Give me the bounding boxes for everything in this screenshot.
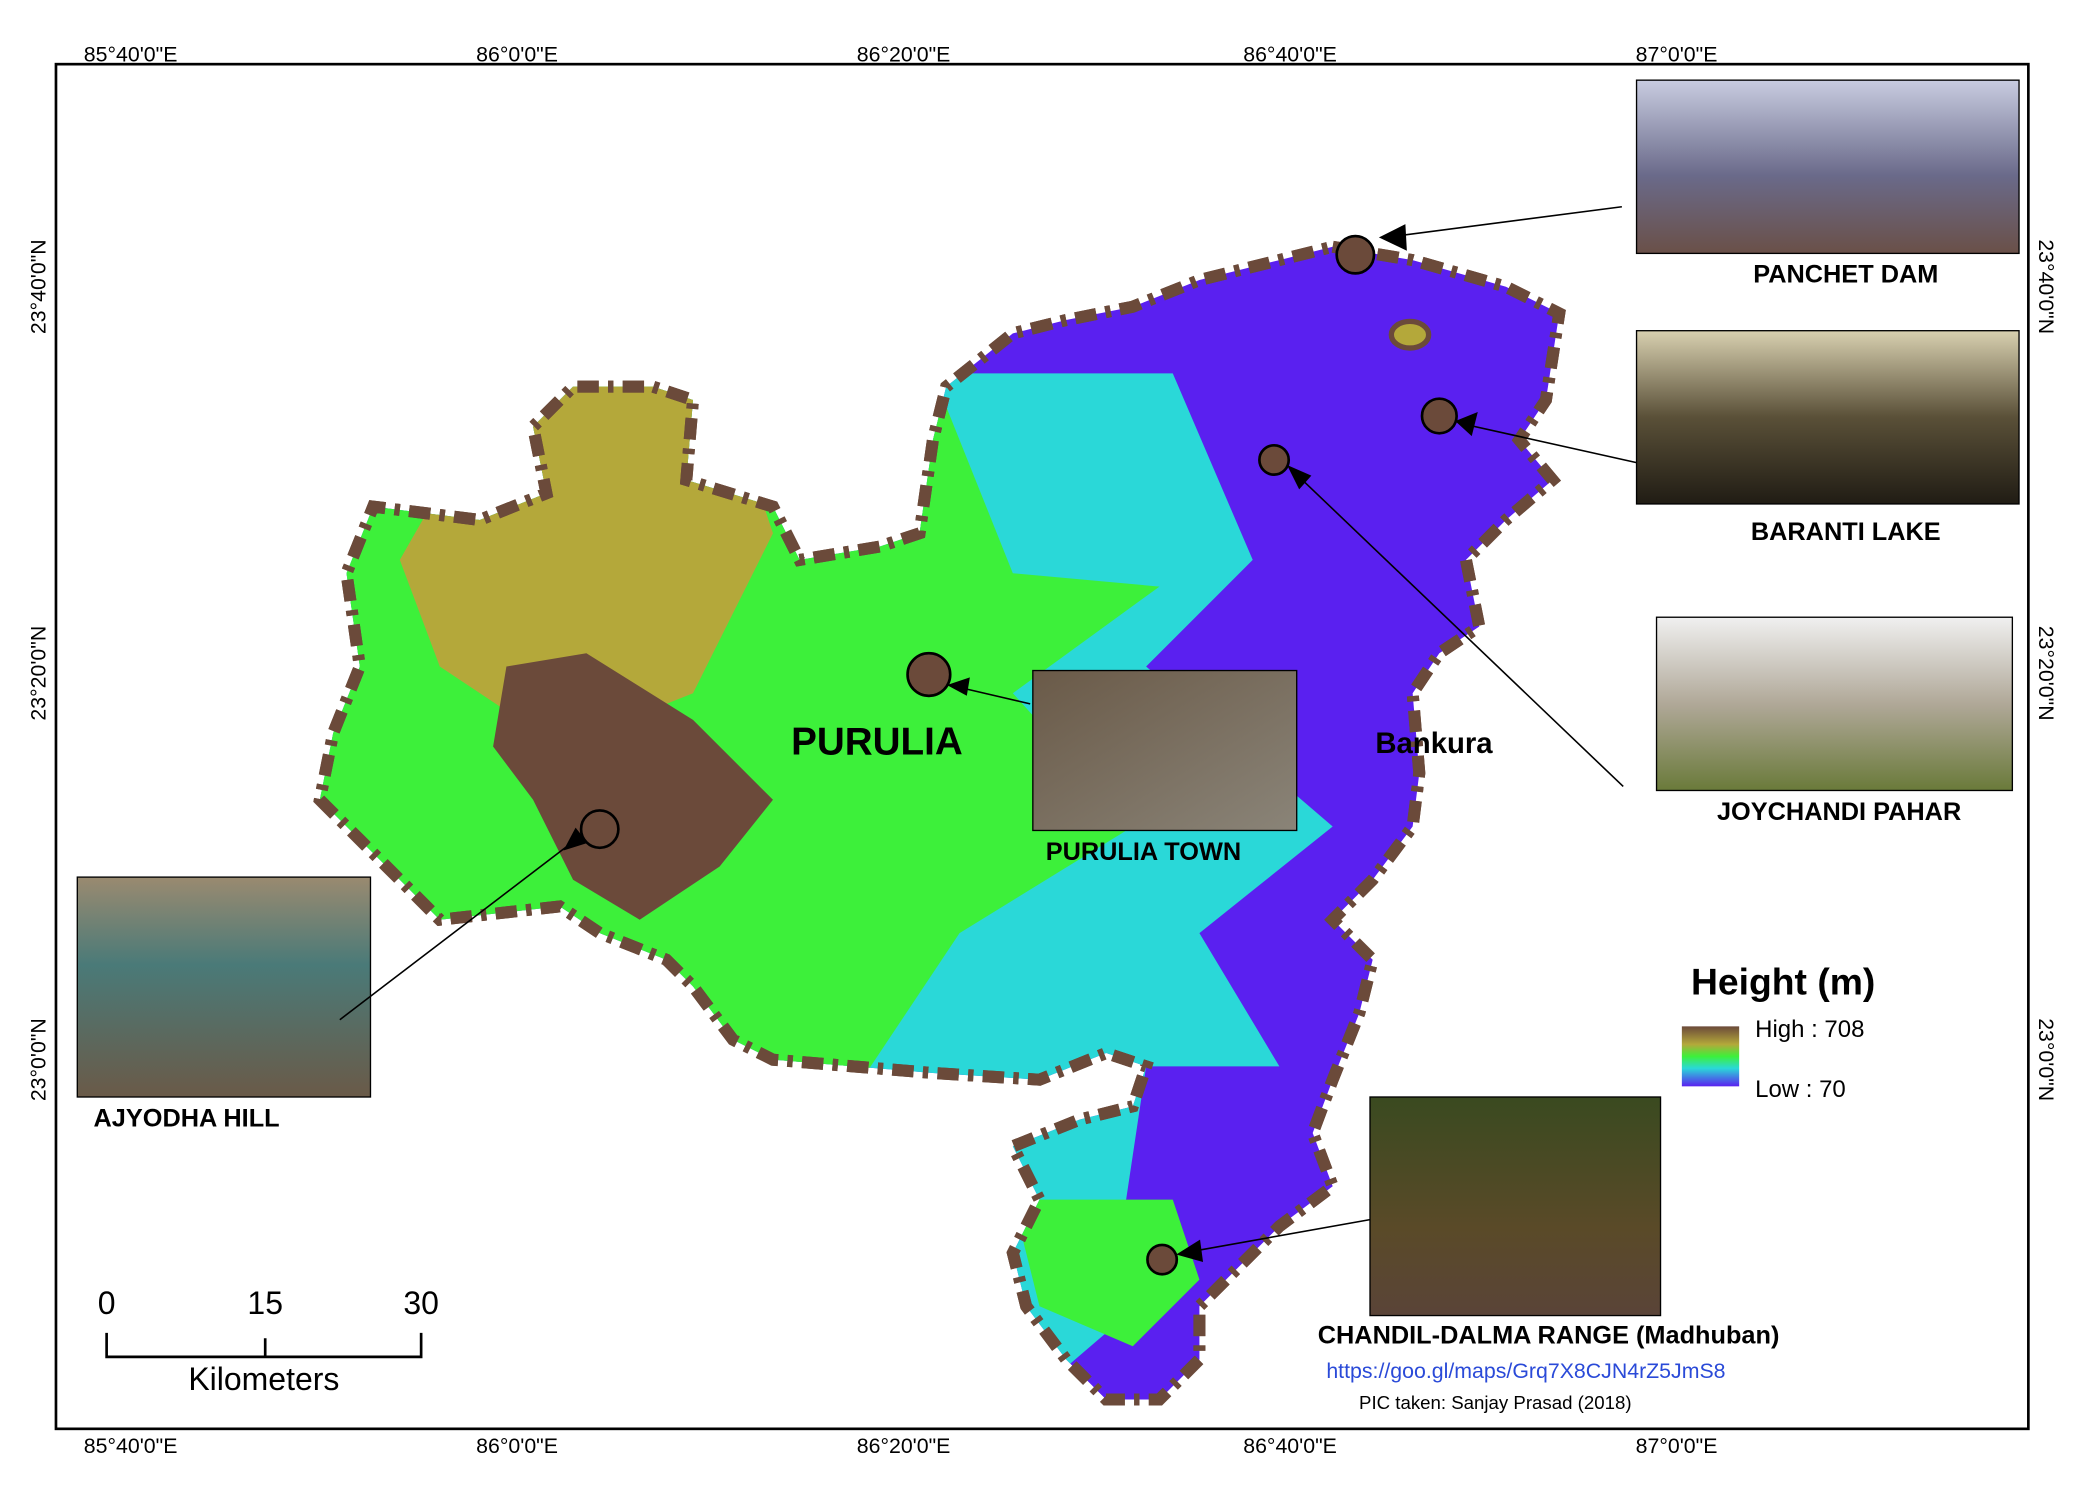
legend-title: Height (m) bbox=[1691, 960, 1875, 1002]
graticule-labels: 85°40'0"E 86°0'0"E 86°20'0"E 86°40'0"E 8… bbox=[26, 42, 2058, 1457]
map-link[interactable]: https://goo.gl/maps/Grq7X8CJN4rZ5JmS8 bbox=[1326, 1359, 1725, 1383]
scale-bar: 0 15 30 Kilometers bbox=[98, 1285, 439, 1397]
lon-label: 86°20'0"E bbox=[857, 1434, 951, 1458]
lat-label: 23°20'0"N bbox=[26, 626, 50, 721]
scale-tick-label: 15 bbox=[247, 1285, 283, 1321]
lon-label: 85°40'0"E bbox=[84, 1434, 178, 1458]
photo-caption: BARANTI LAKE bbox=[1751, 518, 1941, 546]
legend-high: High : 708 bbox=[1755, 1016, 1864, 1043]
lat-label: 23°0'0"N bbox=[26, 1018, 50, 1101]
lon-label: 86°40'0"E bbox=[1243, 42, 1337, 66]
scale-tick-label: 0 bbox=[98, 1285, 116, 1321]
lon-label: 86°20'0"E bbox=[857, 42, 951, 66]
photo-caption: CHANDIL-DALMA RANGE (Madhuban) bbox=[1318, 1322, 1780, 1350]
lon-label: 87°0'0"E bbox=[1636, 1434, 1718, 1458]
photo-caption: PURULIA TOWN bbox=[1046, 838, 1241, 866]
legend-low: Low : 70 bbox=[1755, 1076, 1846, 1103]
site-markers bbox=[579, 234, 1458, 1276]
photos bbox=[76, 79, 2020, 1317]
photo-caption: PANCHET DAM bbox=[1753, 261, 1938, 289]
lon-label: 86°0'0"E bbox=[476, 42, 558, 66]
lat-label: 23°40'0"N bbox=[26, 239, 50, 334]
district-label: PURULIA bbox=[791, 720, 963, 763]
legend-ramp bbox=[1681, 1026, 1740, 1087]
credit: PIC taken: Sanjay Prasad (2018) bbox=[1359, 1392, 1632, 1413]
photo-caption: JOYCHANDI PAHAR bbox=[1717, 798, 1961, 826]
scale-unit: Kilometers bbox=[188, 1361, 339, 1397]
photo-caption: AJYODHA HILL bbox=[94, 1104, 280, 1132]
lon-label: 87°0'0"E bbox=[1636, 42, 1718, 66]
frame bbox=[54, 62, 2030, 1431]
lat-label: 23°40'0"N bbox=[2034, 239, 2058, 334]
leader-lines bbox=[339, 205, 1637, 1263]
lat-label: 23°20'0"N bbox=[2034, 626, 2058, 721]
lon-label: 86°40'0"E bbox=[1243, 1434, 1337, 1458]
lat-label: 23°0'0"N bbox=[2034, 1018, 2058, 1101]
scale-tick-label: 30 bbox=[403, 1285, 439, 1321]
lon-label: 86°0'0"E bbox=[476, 1434, 558, 1458]
neighbour-label: Bankura bbox=[1375, 727, 1493, 760]
legend: Height (m) High : 708 Low : 70 bbox=[1681, 960, 1875, 1103]
lon-label: 85°40'0"E bbox=[84, 42, 178, 66]
